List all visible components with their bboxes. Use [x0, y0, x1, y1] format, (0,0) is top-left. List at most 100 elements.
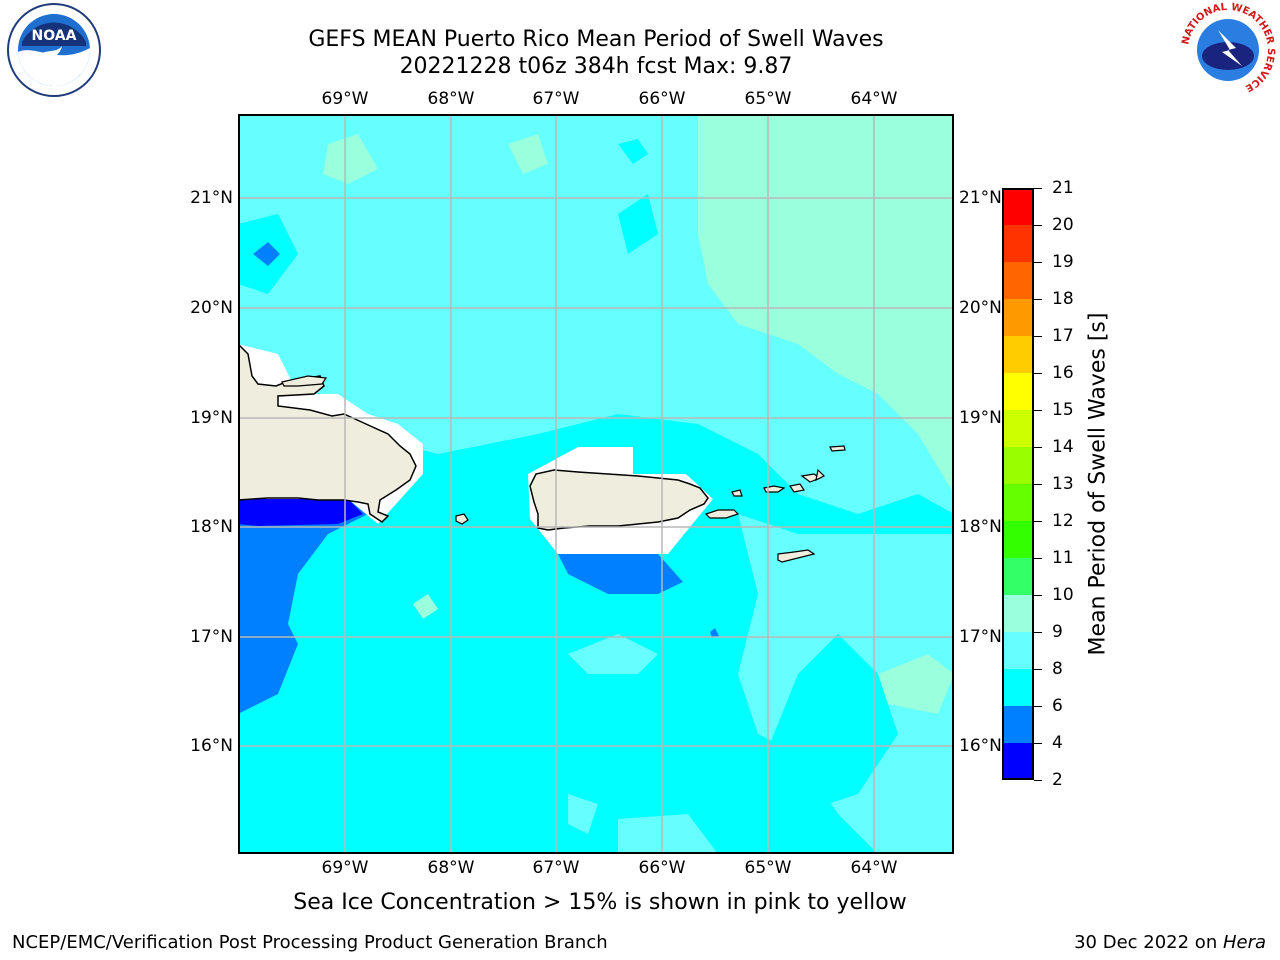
- colorbar-tick-mark: [1034, 780, 1042, 781]
- colorbar-tick-mark: [1034, 484, 1042, 485]
- lon-label-top: 67°W: [532, 89, 580, 109]
- colorbar-tick-mark: [1034, 669, 1042, 670]
- colorbar-segment: [1002, 299, 1034, 337]
- graticule: [238, 114, 954, 854]
- lat-label-right: 21°N: [959, 188, 1002, 208]
- field-6-8: [618, 194, 658, 254]
- colorbar-tick-mark: [1034, 447, 1042, 448]
- lon-label-top: 69°W: [321, 89, 369, 109]
- footer-machine: Hera: [1222, 932, 1266, 953]
- colorbar-segment: [1002, 225, 1034, 263]
- field-9-10: [698, 114, 954, 494]
- colorbar-tick-label: 13: [1052, 474, 1074, 494]
- colorbar-segment: [1002, 521, 1034, 559]
- colorbar-tick-label: 20: [1052, 215, 1074, 235]
- lat-label-left: 19°N: [190, 408, 233, 428]
- colorbar-tick-label: 16: [1052, 363, 1074, 383]
- field-8-9: [618, 814, 718, 854]
- land-st-john: [789, 483, 805, 493]
- land-st-croix: [777, 549, 816, 563]
- colorbar-tick-label: 9: [1052, 622, 1063, 642]
- colorbar-segment: [1002, 743, 1034, 780]
- field-4-6: [253, 242, 280, 266]
- colorbar-segment: [1002, 669, 1034, 707]
- lat-label-right: 17°N: [959, 627, 1002, 647]
- colorbar-tick-mark: [1034, 373, 1042, 374]
- colorbar-tick-label: 2: [1052, 770, 1063, 790]
- lon-label-top: 66°W: [638, 89, 686, 109]
- lon-label-bottom: 64°W: [850, 858, 898, 878]
- colorbar-tick-label: 10: [1052, 585, 1074, 605]
- land-anegada: [829, 445, 846, 452]
- lon-label-bottom: 66°W: [638, 858, 686, 878]
- colorbar-tick-label: 15: [1052, 400, 1074, 420]
- field-9-10: [878, 654, 954, 714]
- chart-title-line-2: 20221228 t06z 384h fcst Max: 9.87: [399, 54, 793, 79]
- colorbar-tick-mark: [1034, 743, 1042, 744]
- colorbar-tick-mark: [1034, 262, 1042, 263]
- lat-label-right: 18°N: [959, 517, 1002, 537]
- colorbar-tick-label: 21: [1052, 178, 1074, 198]
- colorbar-segment: [1002, 706, 1034, 744]
- land-mona: [455, 513, 469, 525]
- colorbar-tick-mark: [1034, 632, 1042, 633]
- colorbar-segment: [1002, 595, 1034, 633]
- colorbar-tick-label: 4: [1052, 733, 1063, 753]
- land-culebra: [731, 489, 743, 497]
- colorbar-segment: [1002, 410, 1034, 448]
- lon-label-top: 68°W: [427, 89, 475, 109]
- lat-label-right: 20°N: [959, 298, 1002, 318]
- field-6-8: [618, 139, 648, 164]
- colorbar-tick-mark: [1034, 558, 1042, 559]
- colorbar-segment: [1002, 188, 1034, 226]
- colorbar-tick-mark: [1034, 706, 1042, 707]
- lat-label-left: 20°N: [190, 298, 233, 318]
- colorbar-segment: [1002, 558, 1034, 596]
- field-2-4: [238, 499, 363, 526]
- colorbar-tick-mark: [1034, 595, 1042, 596]
- lon-label-top: 65°W: [744, 89, 792, 109]
- colorbar-tick-label: 12: [1052, 511, 1074, 531]
- colorbar-tick-label: 17: [1052, 326, 1074, 346]
- lat-label-left: 21°N: [190, 188, 233, 208]
- colorbar-tick-label: 19: [1052, 252, 1074, 272]
- field-4-6: [710, 628, 719, 638]
- swell-period-map: [238, 114, 954, 854]
- footer-credit: NCEP/EMC/Verification Post Processing Pr…: [12, 932, 608, 953]
- lat-label-left: 17°N: [190, 627, 233, 647]
- colorbar-tick-mark: [1034, 336, 1042, 337]
- field-9-10: [413, 594, 438, 619]
- colorbar-segment: [1002, 262, 1034, 300]
- lon-label-bottom: 68°W: [427, 858, 475, 878]
- lat-label-right: 19°N: [959, 408, 1002, 428]
- field-9-10: [508, 134, 548, 174]
- lon-label-bottom: 69°W: [321, 858, 369, 878]
- sea-ice-note: Sea Ice Concentration > 15% is shown in …: [293, 890, 907, 915]
- colorbar-tick-label: 8: [1052, 659, 1063, 679]
- colorbar-tick-mark: [1034, 410, 1042, 411]
- land-puerto-rico: [529, 469, 709, 531]
- field-4-6: [558, 554, 683, 594]
- nws-logo: NATIONAL WEATHER SERVICE: [1180, 2, 1276, 98]
- colorbar-tick-mark: [1034, 521, 1042, 522]
- colorbar-tick-label: 14: [1052, 437, 1074, 457]
- field-9-10: [323, 134, 378, 184]
- noaa-logo: NOAA: [7, 3, 101, 97]
- lat-label-left: 16°N: [190, 736, 233, 756]
- colorbar-segment: [1002, 373, 1034, 411]
- colorbar-segment: [1002, 336, 1034, 374]
- land-virgin-gorda: [815, 468, 826, 482]
- land-vieques: [704, 509, 740, 519]
- noaa-text: NOAA: [32, 28, 77, 44]
- chart-title-line-1: GEFS MEAN Puerto Rico Mean Period of Swe…: [308, 27, 884, 52]
- colorbar-tick-mark: [1034, 225, 1042, 226]
- lon-label-top: 64°W: [850, 89, 898, 109]
- field-6-8: [238, 694, 738, 854]
- colorbar-segment: [1002, 447, 1034, 485]
- field-8-9: [568, 794, 598, 834]
- lat-label-left: 18°N: [190, 517, 233, 537]
- colorbar: [1002, 188, 1034, 780]
- colorbar-label: Mean Period of Swell Waves [s]: [1085, 312, 1111, 656]
- land-st-thomas: [763, 485, 786, 493]
- field-8-9: [568, 634, 658, 674]
